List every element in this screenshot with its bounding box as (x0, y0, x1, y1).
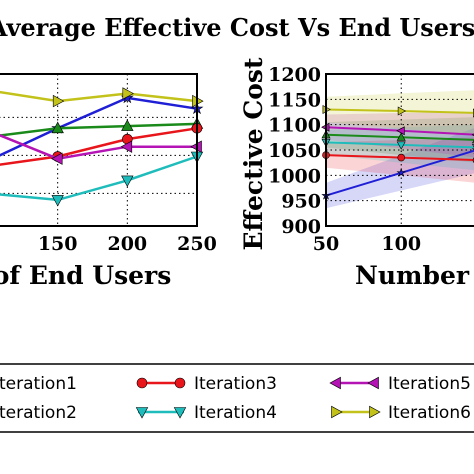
right-y-tick-label: 950 (281, 191, 321, 213)
left-series-line (0, 90, 198, 103)
legend-label: Iteration1 (0, 374, 77, 394)
legend-marker (331, 405, 343, 419)
legend-label: Iteration5 (388, 374, 471, 394)
left-plot-frame (0, 73, 198, 227)
left-data-point (52, 94, 65, 108)
left-data-point (51, 152, 63, 165)
figure-title: Average Effective Cost Vs End Users (0, 13, 474, 42)
right-data-point (397, 153, 406, 162)
legend-marker (173, 407, 187, 419)
left-data-point (121, 119, 134, 131)
legend-marker (135, 407, 149, 419)
legend-marker (136, 377, 148, 389)
legend-marker (329, 376, 341, 390)
right-x-axis-label: Number o (355, 261, 474, 290)
right-y-tick-label: 900 (281, 216, 321, 238)
left-x-tick-label: 150 (38, 233, 78, 255)
right-y-axis-label: Effective Cost (239, 57, 268, 251)
right-data-point (396, 167, 406, 177)
legend-box (0, 363, 474, 433)
left-data-point (121, 175, 134, 188)
left-chart-panel: 150 200 250 (0, 73, 217, 255)
legend-marker (369, 405, 381, 419)
legend-marker (367, 376, 379, 390)
right-chart-panel: 900 950 1000 1050 1100 1150 1200 50 100 (268, 64, 474, 255)
right-data-point (396, 141, 406, 150)
right-y-tick-label: 1150 (268, 89, 321, 111)
left-series-line (0, 134, 197, 160)
legend-label: Iteration6 (388, 403, 471, 423)
right-y-tick-label: 1100 (268, 115, 321, 137)
right-x-tick-label: 100 (381, 233, 421, 255)
left-x-axis-label: of End Users (0, 261, 171, 290)
right-data-point (396, 132, 406, 141)
right-x-tick-label: 50 (313, 233, 339, 255)
left-data-point (120, 140, 133, 153)
left-x-tick-label: 250 (177, 233, 217, 255)
legend-label: Iteration4 (194, 403, 277, 423)
legend-label: Iteration3 (194, 374, 277, 394)
left-data-point (51, 121, 64, 134)
right-y-tick-label: 1000 (268, 165, 321, 187)
legend-label: Iteration2 (0, 403, 77, 423)
right-y-tick-label: 1200 (268, 64, 321, 86)
right-plot-frame (325, 73, 474, 227)
right-data-point (397, 106, 407, 116)
right-y-tick-label: 1050 (268, 140, 321, 162)
left-series-line (0, 155, 198, 202)
left-series-line (0, 122, 198, 137)
left-series-line (0, 127, 198, 166)
left-x-tick-label: 200 (107, 233, 147, 255)
legend-marker (174, 377, 186, 389)
right-data-point (396, 126, 405, 136)
left-data-point (51, 195, 64, 207)
legend: Iteration1 Iteration3 Iteration5 Iteration2… (0, 363, 474, 433)
right-confidence-band (326, 128, 474, 209)
left-data-point (122, 87, 134, 100)
